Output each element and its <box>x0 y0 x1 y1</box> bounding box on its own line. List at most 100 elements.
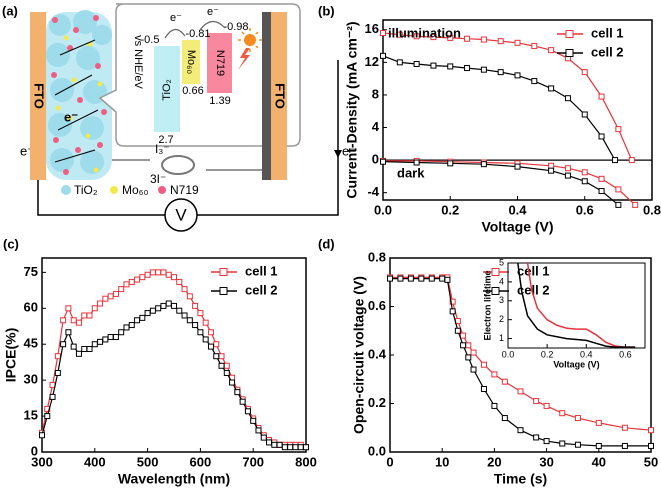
marker <box>632 201 639 208</box>
level-label: 2.7 <box>158 134 173 146</box>
marker <box>581 178 588 185</box>
y-tick-label: 16 <box>365 21 379 36</box>
y-axis-title: Open-circuit voltage (V) <box>351 276 367 434</box>
marker <box>44 413 51 420</box>
box-label: Mo₆₀ <box>185 50 197 74</box>
marker <box>444 276 451 283</box>
marker <box>514 163 521 170</box>
marker <box>102 336 109 343</box>
fto-right <box>271 12 287 180</box>
marker <box>464 65 471 72</box>
marker <box>574 441 581 448</box>
marker <box>134 276 141 283</box>
marker <box>648 442 654 449</box>
marker <box>533 398 540 405</box>
marker <box>380 30 386 37</box>
marker <box>144 310 151 317</box>
marker <box>176 307 183 314</box>
marker <box>501 415 508 422</box>
marker <box>595 442 602 449</box>
marker <box>413 33 420 40</box>
marker <box>207 329 214 336</box>
marker <box>439 275 446 282</box>
legend-label: cell 2 <box>245 282 278 297</box>
marker <box>70 343 77 350</box>
marker <box>396 31 403 38</box>
energy-axis-label: vs NHE/eV <box>132 35 144 89</box>
marker <box>39 432 45 439</box>
electron-label: e⁻ <box>170 12 182 24</box>
marker <box>396 59 403 66</box>
marker <box>447 160 454 167</box>
marker <box>54 353 61 360</box>
x-tick-label: 0.2 <box>441 202 459 217</box>
level-label: 1.39 <box>209 95 230 107</box>
marker <box>449 298 456 305</box>
x-axis-title: Voltage (V) <box>553 359 599 369</box>
series-line <box>382 161 619 206</box>
marker <box>292 444 299 451</box>
x-tick-label: 40 <box>592 454 606 469</box>
x-tick-label: 0.0 <box>502 349 515 359</box>
marker <box>244 408 251 415</box>
marker <box>192 302 199 309</box>
marker <box>202 319 209 326</box>
y-axis-title: Current-Density (mA cm⁻²) <box>344 21 360 198</box>
y-tick-label: 2 <box>499 314 504 324</box>
marker <box>149 307 156 314</box>
y-tick-label: 12 <box>365 54 379 69</box>
marker <box>428 275 435 282</box>
mo60-box <box>182 40 200 84</box>
marker <box>598 93 605 100</box>
marker <box>454 327 461 334</box>
y-tick-label: -4 <box>367 184 379 199</box>
marker <box>186 317 193 324</box>
panel-label: (b) <box>318 3 335 18</box>
marker <box>223 369 230 376</box>
marker <box>447 34 454 41</box>
marker <box>139 274 146 281</box>
annotation: illumination <box>388 25 461 40</box>
y-axis-title: Electron lifetime <box>482 270 492 340</box>
legend-swatch <box>61 185 71 195</box>
marker <box>465 354 472 361</box>
legend-label: Mo₆₀ <box>122 183 149 197</box>
legend-swatch <box>158 186 166 194</box>
voltmeter-label: V <box>175 205 187 224</box>
x-tick-label: 0.8 <box>643 202 661 217</box>
marker <box>548 167 555 174</box>
marker <box>413 60 420 67</box>
legend-marker <box>491 287 500 295</box>
electrode-label: FTO <box>273 83 288 109</box>
marker <box>60 341 67 348</box>
marker <box>615 186 622 193</box>
marker <box>171 302 177 309</box>
y-tick-label: 75 <box>24 264 38 279</box>
marker <box>176 278 183 285</box>
x-tick-label: 700 <box>242 454 264 469</box>
electron-label: e⁻ <box>64 109 78 124</box>
legend-swatch <box>110 186 118 194</box>
redox-label: 3I⁻ <box>150 172 166 186</box>
marker <box>276 441 283 448</box>
marker <box>192 322 199 329</box>
y-tick-label: 0.0 <box>368 443 386 458</box>
marker <box>517 427 524 434</box>
marker <box>97 338 104 345</box>
marker <box>112 334 119 341</box>
x-tick-label: 50 <box>644 454 658 469</box>
x-tick-label: 0.2 <box>541 349 554 359</box>
plot-frame <box>41 257 307 453</box>
plot-frame <box>507 262 646 349</box>
marker <box>186 293 193 300</box>
y-tick-label: 8 <box>372 86 379 101</box>
redox-arrows <box>112 159 262 171</box>
panel-label: (d) <box>318 236 335 251</box>
marker <box>480 361 487 368</box>
marker <box>497 38 504 45</box>
marker <box>160 302 167 309</box>
legend-label: cell 1 <box>517 263 550 278</box>
marker <box>470 366 477 373</box>
marker <box>460 342 467 349</box>
